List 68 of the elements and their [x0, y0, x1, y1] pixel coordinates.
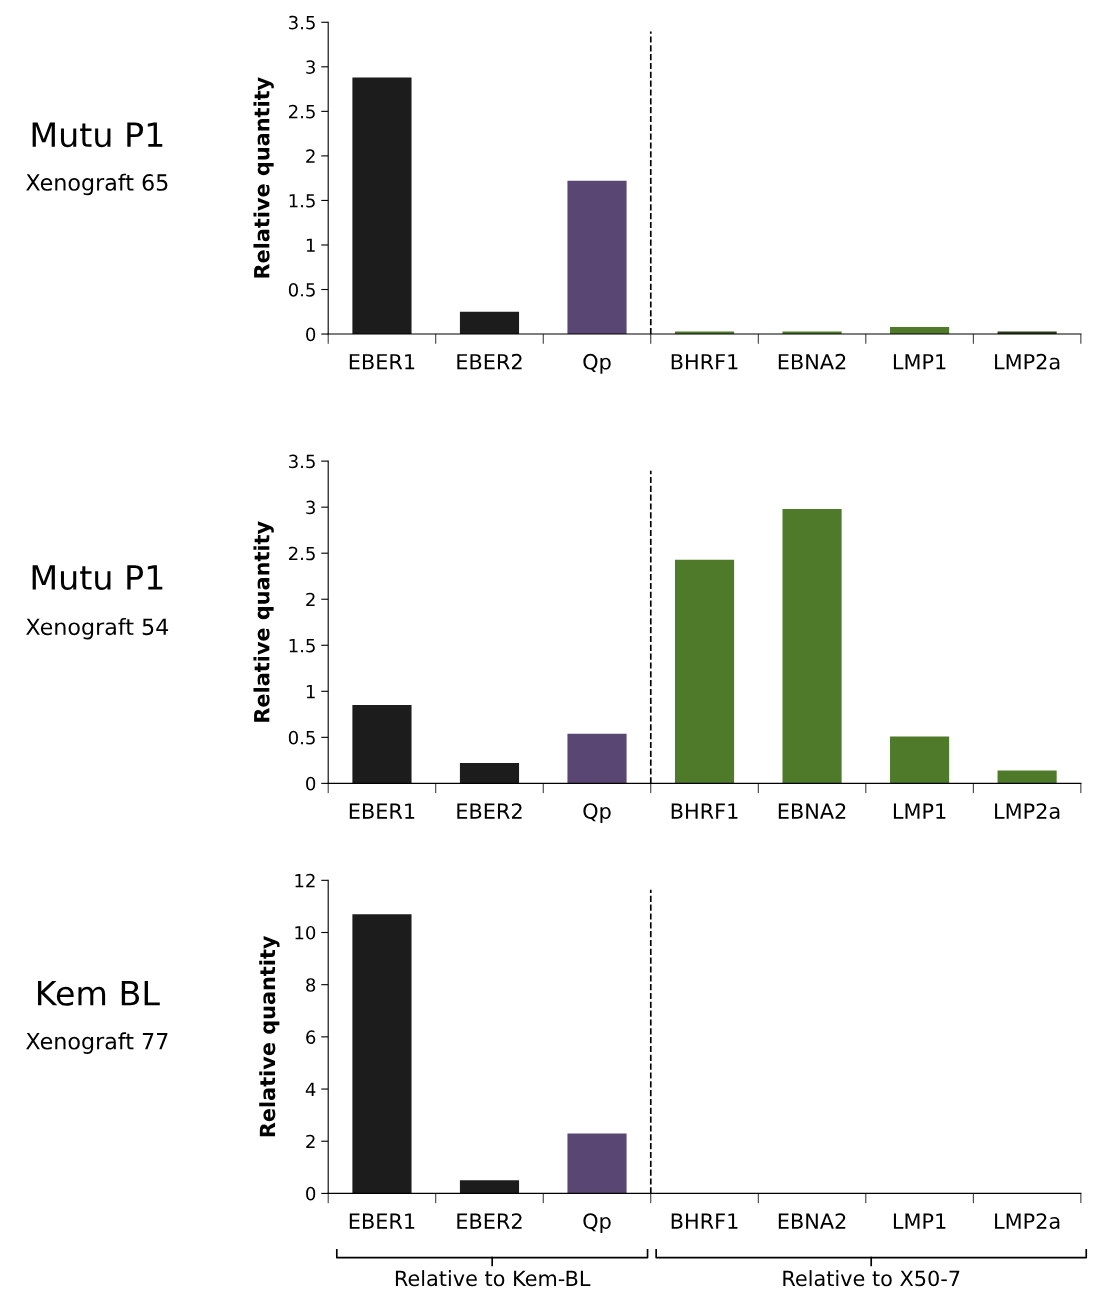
x-tick-label: EBER1 — [349, 354, 415, 370]
x-tick-label: EBER2 — [457, 1213, 522, 1229]
y-axis-title: Relative quantity — [253, 521, 274, 722]
bar — [459, 1180, 520, 1194]
bar — [997, 770, 1057, 784]
x-tick-label: EBNA2 — [778, 803, 846, 819]
bar — [352, 914, 412, 1194]
text: Kem BL — [38, 981, 160, 1006]
y-tick-label: 2 — [306, 1134, 315, 1149]
x-tick-label: LMP2a — [995, 803, 1060, 819]
y-tick-label: 12 — [295, 873, 315, 888]
x-tick-label: EBER2 — [457, 353, 522, 370]
y-tick-label: 1.5 — [289, 194, 315, 208]
x-tick-label: BHRF1 — [671, 354, 738, 370]
bar — [459, 311, 520, 335]
bar — [567, 1133, 627, 1194]
x-tick-label: Qp — [583, 353, 611, 374]
x-tick-label: EBER1 — [349, 1213, 415, 1229]
text: Xenograft 77 — [26, 1032, 168, 1054]
text: Mutu P1 — [32, 122, 163, 148]
text: Mutu P1 — [32, 565, 163, 591]
bar — [890, 736, 950, 784]
y-tick-label: 0 — [306, 327, 316, 342]
y-tick-label: 0 — [306, 1186, 316, 1201]
y-axis-title: Relative quantity — [253, 77, 274, 278]
y-tick-label: 1.5 — [289, 638, 315, 653]
y-tick-label: 0.5 — [288, 730, 315, 745]
bar — [674, 559, 735, 784]
x-tick-label: LMP2a — [995, 1213, 1060, 1229]
bar — [567, 733, 627, 784]
y-axis-title: Relative quantity — [259, 935, 280, 1137]
y-tick-label: 2.5 — [289, 104, 315, 119]
y-tick-label: 6 — [306, 1030, 316, 1044]
y-tick-label: 2 — [306, 149, 315, 163]
x-tick-label: Qp — [583, 803, 611, 823]
y-tick-label: 3 — [306, 500, 315, 515]
text: Xenograft 54 — [26, 617, 169, 640]
x-tick-label: EBNA2 — [778, 353, 846, 370]
x-tick-label: LMP2a — [995, 353, 1060, 370]
y-tick-label: 1 — [306, 685, 315, 699]
x-tick-label: LMP1 — [893, 1213, 946, 1229]
x-tick-label: BHRF1 — [671, 803, 738, 819]
y-tick-label: 0 — [306, 776, 316, 791]
text: Relative to X50-7 — [783, 1270, 960, 1287]
x-tick-label: LMP1 — [893, 354, 946, 370]
bar — [567, 180, 627, 335]
bar — [459, 763, 520, 784]
x-tick-label: BHRF1 — [671, 1213, 738, 1229]
y-tick-label: 3.5 — [289, 15, 315, 30]
x-tick-label: Qp — [583, 1213, 611, 1234]
x-tick-label: EBER1 — [349, 803, 415, 819]
y-tick-label: 4 — [305, 1082, 316, 1096]
y-tick-label: 3.5 — [289, 454, 315, 469]
bar — [782, 509, 842, 784]
y-tick-label: 2 — [306, 592, 315, 607]
x-tick-label: EBER2 — [457, 803, 522, 819]
y-tick-label: 8 — [306, 978, 316, 992]
y-tick-label: 10 — [295, 925, 316, 940]
x-tick-label: LMP1 — [893, 803, 946, 819]
y-tick-label: 2.5 — [289, 546, 315, 561]
y-tick-label: 0.5 — [288, 282, 315, 297]
y-tick-label: 3 — [306, 60, 315, 74]
bar — [352, 77, 412, 335]
y-tick-label: 1 — [306, 238, 315, 252]
bar — [352, 705, 412, 784]
text: Relative to Kem-BL — [395, 1270, 591, 1287]
text: Xenograft 65 — [26, 173, 168, 196]
x-tick-label: EBNA2 — [778, 1213, 846, 1229]
